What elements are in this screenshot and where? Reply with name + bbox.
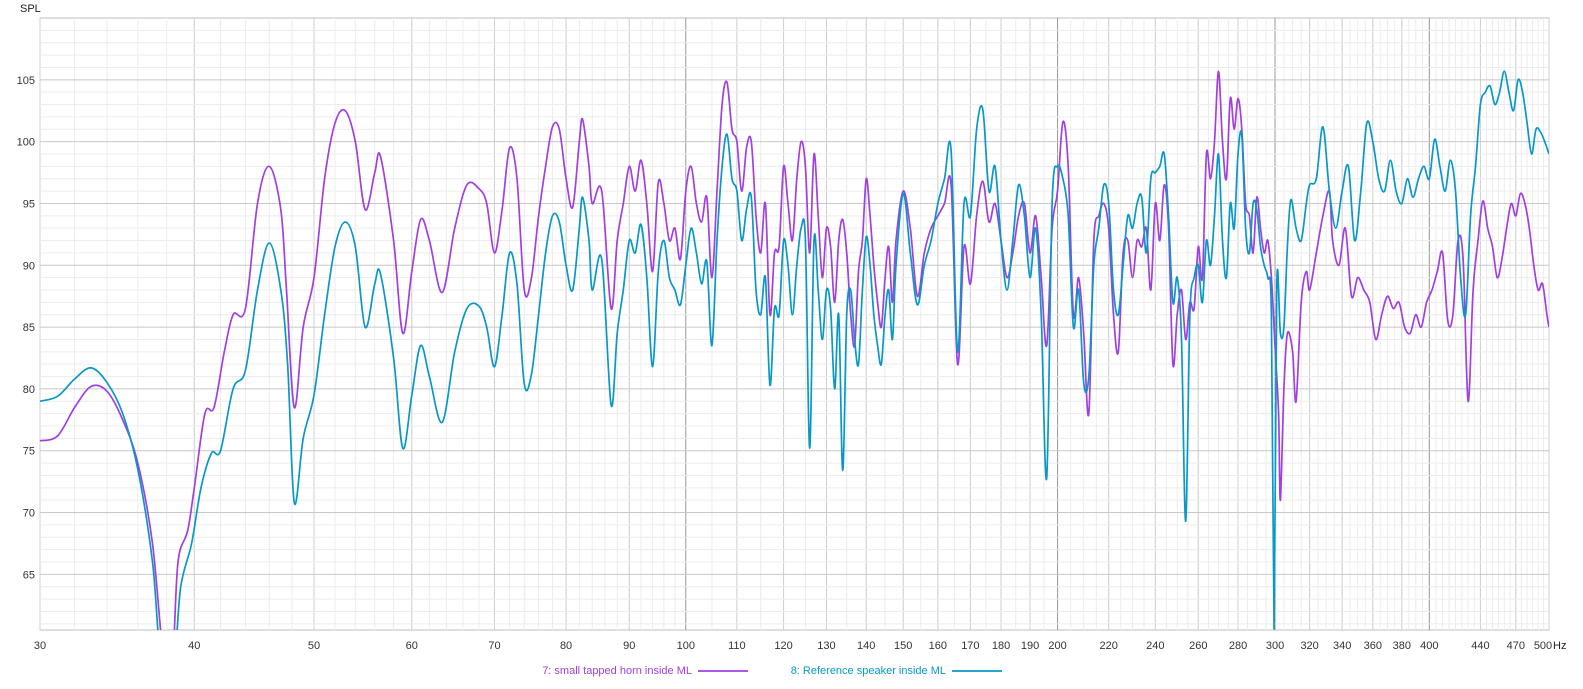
y-tick-label: 80 [23,384,35,396]
y-tick-label: 70 [23,508,35,520]
x-tick-label: 50 [308,640,320,652]
x-tick-label: 110 [728,640,746,652]
x-tick-label: 280 [1229,640,1247,652]
x-tick-label: 130 [817,640,835,652]
y-axis-title: SPL [20,3,41,15]
y-tick-label: 100 [17,137,35,149]
x-tick-label: 150 [894,640,912,652]
legend-label-series-1: 7: small tapped horn inside ML [542,665,692,677]
x-tick-label: 300 [1266,640,1284,652]
legend-label-series-2: 8: Reference speaker inside ML [791,665,946,677]
legend: 7: small tapped horn inside ML 8: Refere… [542,665,1002,677]
x-tick-label: 30 [34,640,46,652]
legend-item-series-2: 8: Reference speaker inside ML [791,665,1002,677]
legend-item-series-1: 7: small tapped horn inside ML [542,665,748,677]
x-tick-label: 60 [406,640,418,652]
x-tick-label: 160 [929,640,947,652]
x-tick-label: 320 [1300,640,1318,652]
x-tick-label: 220 [1099,640,1117,652]
x-tick-label: 190 [1021,640,1039,652]
x-tick-label: 470 [1507,640,1525,652]
y-tick-label: 105 [17,75,35,87]
x-tick-label: 180 [992,640,1010,652]
y-tick-label: 65 [23,569,35,581]
y-tick-labels: 65 70 75 80 85 90 95 100 105 [17,75,35,582]
x-tick-label: 500 [1534,640,1552,652]
y-tick-label: 95 [23,198,35,210]
x-tick-label: 170 [961,640,979,652]
x-tick-label: 100 [677,640,695,652]
x-axis-unit: Hz [1553,640,1566,652]
x-tick-label: 120 [774,640,792,652]
plot-area-background [39,17,1550,631]
x-tick-label: 90 [623,640,635,652]
x-tick-label: 380 [1393,640,1411,652]
series-line-2 [40,70,1549,630]
x-tick-label: 400 [1420,640,1438,652]
x-tick-label: 80 [560,640,572,652]
x-tick-label: 40 [188,640,200,652]
x-tick-labels: 30 40 50 60 70 80 90 100 110 120 130 140 150 160 170 18… [34,640,1552,652]
x-tick-label: 340 [1333,640,1351,652]
x-tick-label: 260 [1189,640,1207,652]
x-tick-label: 240 [1146,640,1164,652]
y-tick-label: 90 [23,260,35,272]
x-tick-label: 440 [1471,640,1489,652]
x-tick-label: 200 [1048,640,1066,652]
y-tick-label: 85 [23,322,35,334]
x-tick-label: 140 [857,640,875,652]
x-tick-label: 70 [488,640,500,652]
y-tick-label: 75 [23,446,35,458]
series-lines [40,70,1549,630]
x-tick-label: 360 [1364,640,1382,652]
